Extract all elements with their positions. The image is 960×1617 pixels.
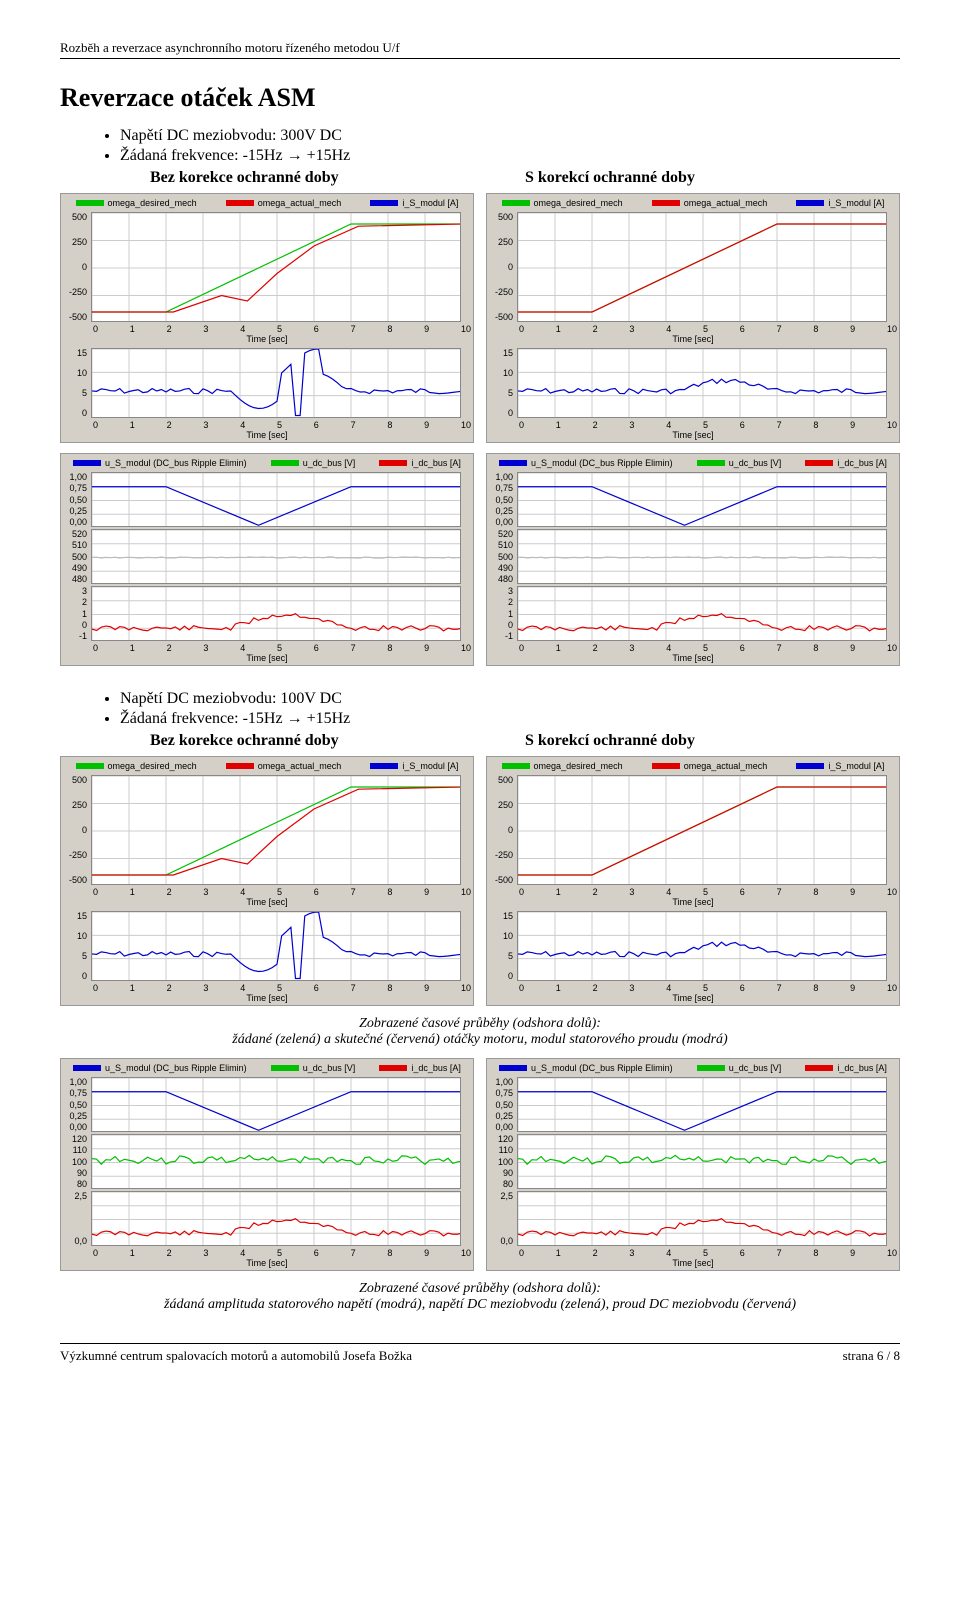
legend-item: omega_actual_mech	[226, 761, 342, 771]
legend-item: i_S_modul [A]	[370, 198, 458, 208]
col-left-label: Bez korekce ochranné doby	[150, 169, 525, 187]
chart-omega: omega_desired_mech omega_actual_mech i_S_m…	[60, 193, 474, 443]
legend-item: i_S_modul [A]	[796, 761, 884, 771]
chart-legend: omega_desired_mech omega_actual_mech i_S_m…	[487, 757, 899, 775]
legend-item: i_S_modul [A]	[370, 761, 458, 771]
bullet-item: Napětí DC meziobvodu: 100V DC	[120, 690, 900, 708]
chart-omega: omega_desired_mech omega_actual_mech i_S_m…	[486, 193, 900, 443]
chart-legend: u_S_modul (DC_bus Ripple Elimin) u_dc_bus…	[487, 1059, 899, 1077]
chart-legend: u_S_modul (DC_bus Ripple Elimin) u_dc_bus…	[61, 1059, 473, 1077]
chart-dcbus: u_S_modul (DC_bus Ripple Elimin) u_dc_bus…	[60, 1058, 474, 1271]
legend-item: omega_actual_mech	[652, 198, 768, 208]
legend-item: u_S_modul (DC_bus Ripple Elimin)	[73, 458, 247, 468]
chart-row-1: omega_desired_mech omega_actual_mech i_S_m…	[60, 193, 900, 443]
chart-legend: omega_desired_mech omega_actual_mech i_S_m…	[487, 194, 899, 212]
legend-item: i_dc_bus [A]	[805, 1063, 887, 1073]
chart-dcbus: u_S_modul (DC_bus Ripple Elimin) u_dc_bus…	[60, 453, 474, 666]
col-right-label: S korekcí ochranné doby	[525, 732, 900, 750]
legend-item: i_S_modul [A]	[796, 198, 884, 208]
legend-item: omega_desired_mech	[76, 198, 197, 208]
legend-item: u_dc_bus [V]	[271, 1063, 356, 1073]
bullet-item: Žádaná frekvence: -15Hz → +15Hz	[120, 147, 900, 165]
chart-legend: u_S_modul (DC_bus Ripple Elimin) u_dc_bus…	[487, 454, 899, 472]
chart-row-2: u_S_modul (DC_bus Ripple Elimin) u_dc_bus…	[60, 453, 900, 666]
page-footer: Výzkumné centrum spalovacích motorů a au…	[60, 1343, 900, 1364]
legend-item: u_S_modul (DC_bus Ripple Elimin)	[499, 458, 673, 468]
bullet-item: Žádaná frekvence: -15Hz → +15Hz	[120, 710, 900, 728]
col-right-label: S korekcí ochranné doby	[525, 169, 900, 187]
chart-legend: omega_desired_mech omega_actual_mech i_S_m…	[61, 194, 473, 212]
legend-item: omega_desired_mech	[502, 761, 623, 771]
legend-item: u_S_modul (DC_bus Ripple Elimin)	[73, 1063, 247, 1073]
legend-item: omega_actual_mech	[226, 198, 342, 208]
page-header: Rozběh a reverzace asynchronního motoru …	[60, 40, 900, 59]
page-title: Reverzace otáček ASM	[60, 83, 900, 113]
chart-dcbus: u_S_modul (DC_bus Ripple Elimin) u_dc_bus…	[486, 1058, 900, 1271]
chart-legend: u_S_modul (DC_bus Ripple Elimin) u_dc_bus…	[61, 454, 473, 472]
legend-item: omega_desired_mech	[76, 761, 197, 771]
caption-2: Zobrazené časové průběhy (odshora dolů):…	[60, 1281, 900, 1313]
chart-row-3: omega_desired_mech omega_actual_mech i_S_m…	[60, 756, 900, 1006]
legend-item: i_dc_bus [A]	[805, 458, 887, 468]
column-headers-1: Bez korekce ochranné doby S korekcí ochr…	[150, 169, 900, 187]
chart-omega: omega_desired_mech omega_actual_mech i_S_m…	[60, 756, 474, 1006]
bullet-list-1: Napětí DC meziobvodu: 300V DC Žádaná fre…	[120, 127, 900, 165]
legend-item: u_dc_bus [V]	[271, 458, 356, 468]
bullet-item: Napětí DC meziobvodu: 300V DC	[120, 127, 900, 145]
chart-omega: omega_desired_mech omega_actual_mech i_S_m…	[486, 756, 900, 1006]
footer-right: strana 6 / 8	[843, 1348, 900, 1364]
chart-dcbus: u_S_modul (DC_bus Ripple Elimin) u_dc_bus…	[486, 453, 900, 666]
column-headers-2: Bez korekce ochranné doby S korekcí ochr…	[150, 732, 900, 750]
col-left-label: Bez korekce ochranné doby	[150, 732, 525, 750]
chart-row-4: u_S_modul (DC_bus Ripple Elimin) u_dc_bus…	[60, 1058, 900, 1271]
caption-1: Zobrazené časové průběhy (odshora dolů):…	[60, 1016, 900, 1048]
legend-item: omega_desired_mech	[502, 198, 623, 208]
legend-item: u_dc_bus [V]	[697, 458, 782, 468]
legend-item: i_dc_bus [A]	[379, 458, 461, 468]
legend-item: u_dc_bus [V]	[697, 1063, 782, 1073]
chart-legend: omega_desired_mech omega_actual_mech i_S_m…	[61, 757, 473, 775]
legend-item: i_dc_bus [A]	[379, 1063, 461, 1073]
footer-left: Výzkumné centrum spalovacích motorů a au…	[60, 1348, 412, 1364]
bullet-list-2: Napětí DC meziobvodu: 100V DC Žádaná fre…	[120, 690, 900, 728]
legend-item: u_S_modul (DC_bus Ripple Elimin)	[499, 1063, 673, 1073]
legend-item: omega_actual_mech	[652, 761, 768, 771]
